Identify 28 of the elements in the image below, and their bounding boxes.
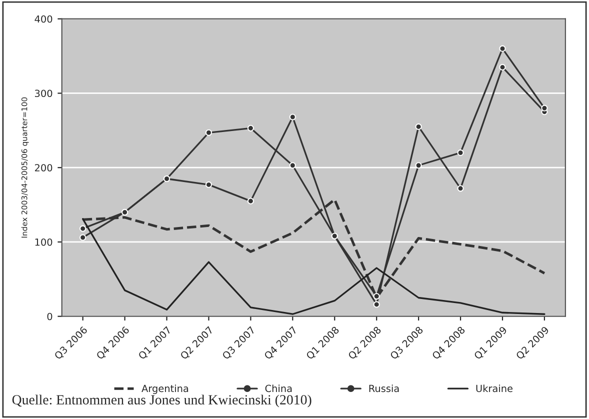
point [499, 45, 506, 52]
point [373, 301, 380, 308]
y-tick-label: 400 [34, 15, 52, 23]
legend-label: Russia [369, 384, 399, 392]
point [205, 129, 212, 136]
y-tick-label: 0 [47, 312, 52, 320]
legend-label: China [265, 384, 292, 392]
point [247, 124, 254, 132]
point [247, 198, 254, 204]
legend-label: Ukraine [476, 384, 512, 392]
point [541, 104, 548, 112]
point [499, 64, 506, 70]
point [415, 162, 422, 169]
y-tick-label: 200 [34, 164, 52, 172]
point [80, 225, 86, 232]
point [289, 162, 296, 169]
legend-label: Argentina [142, 384, 188, 394]
line-series [82, 218, 546, 315]
point [373, 292, 380, 300]
point [457, 149, 464, 156]
point [457, 185, 464, 192]
point [205, 181, 212, 188]
y-tick-label: 100 [35, 238, 52, 246]
point [80, 234, 86, 241]
point [415, 123, 422, 130]
source-note: Quelle: Entnommen aus Jones und Kwiecinski (2010) [12, 394, 312, 408]
y-tick-label: 300 [35, 90, 52, 98]
point [289, 114, 296, 120]
